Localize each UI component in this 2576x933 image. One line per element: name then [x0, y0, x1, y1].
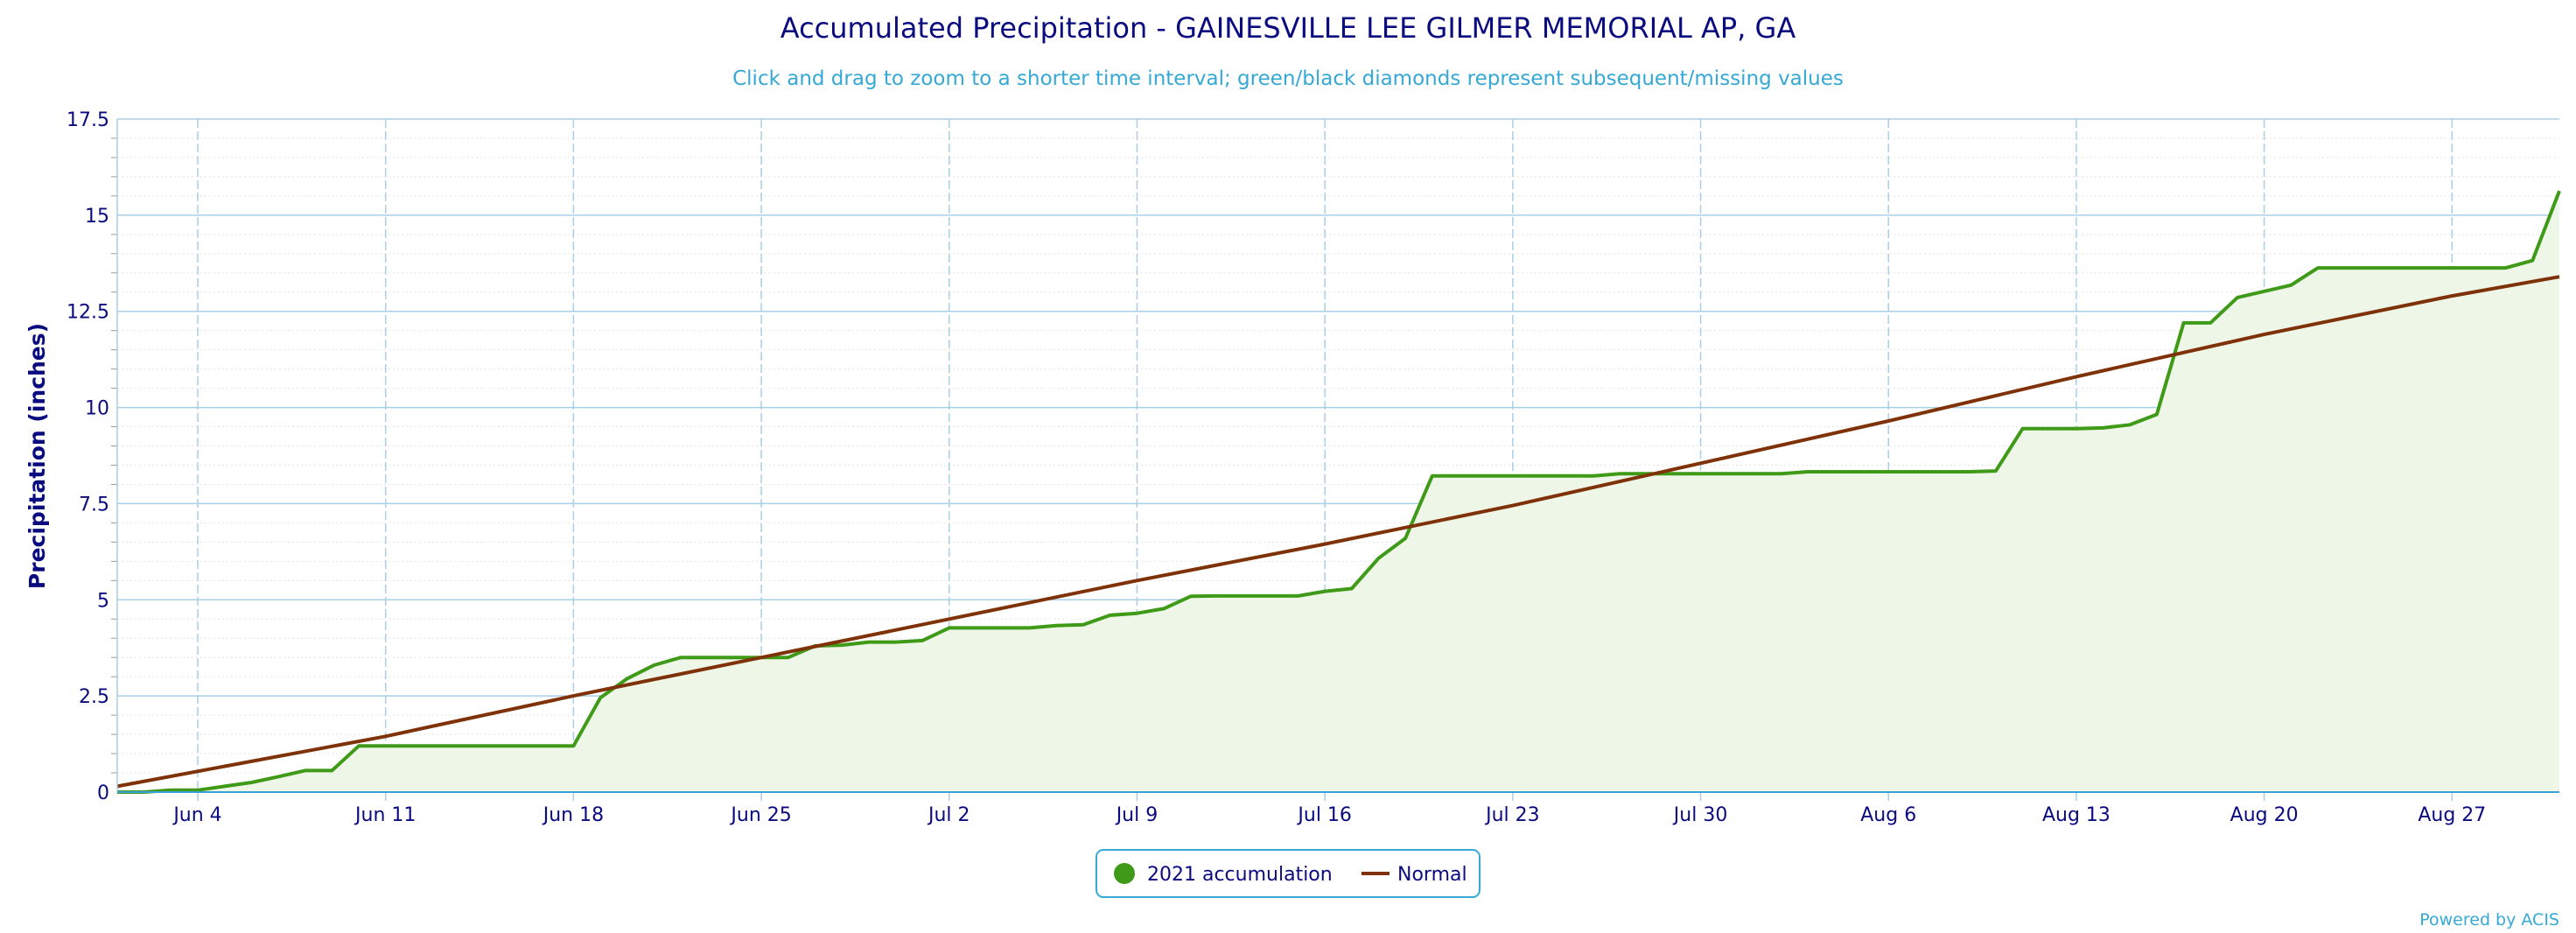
- y-tick-label: 7.5: [79, 494, 109, 516]
- y-tick-label: 15: [85, 206, 109, 228]
- y-tick-label: 2.5: [79, 686, 109, 708]
- accumulation-area: [117, 191, 2559, 792]
- y-axis-title: Precipitation (inches): [24, 323, 50, 589]
- x-tick-label: Jul 23: [1484, 804, 1540, 826]
- legend-item-normal[interactable]: Normal: [1362, 864, 1467, 886]
- x-tick-label: Jul 9: [1115, 804, 1158, 826]
- axes: 0 2.5 5 7.5 10 12.5 15 17.5 Jun 4 Jun 11 Jun 18 Jun…: [66, 109, 2559, 826]
- legend-box: [1096, 849, 1480, 898]
- x-tick-label: Aug 27: [2418, 804, 2486, 826]
- chart-title: Accumulated Precipitation - GAINESVILLE …: [780, 11, 1796, 45]
- x-tick-label: Jul 16: [1296, 804, 1352, 826]
- chart-subtitle: Click and drag to zoom to a shorter time…: [732, 67, 1844, 90]
- y-tick-label: 10: [85, 398, 109, 420]
- y-tick-label: 5: [97, 590, 109, 612]
- x-tick-label: Jun 18: [542, 804, 604, 826]
- x-tick-label: Jul 30: [1672, 804, 1728, 826]
- legend-label-accumulation: 2021 accumulation: [1147, 864, 1333, 886]
- x-tick-label: Jun 4: [172, 804, 221, 826]
- x-tick-label: Aug 13: [2042, 804, 2110, 826]
- credits-link[interactable]: Powered by ACIS: [2419, 910, 2559, 929]
- x-tick-label: Jul 2: [927, 804, 970, 826]
- legend[interactable]: 2021 accumulation Normal: [1096, 849, 1480, 898]
- accumulation-marker-icon: [1114, 863, 1135, 884]
- series-lines[interactable]: [116, 190, 2561, 794]
- legend-item-accumulation[interactable]: 2021 accumulation: [1114, 863, 1333, 886]
- y-tick-label: 0: [97, 782, 109, 804]
- x-tick-label: Aug 20: [2230, 804, 2299, 826]
- accumulation-line[interactable]: [117, 190, 2561, 794]
- x-tick-label: Aug 6: [1860, 804, 1916, 826]
- y-tick-label: 12.5: [66, 302, 109, 324]
- legend-label-normal: Normal: [1397, 864, 1467, 886]
- x-tick-label: Jun 11: [354, 804, 416, 826]
- accumulation-area-fill: [117, 191, 2559, 792]
- x-tick-label: Jun 25: [729, 804, 791, 826]
- y-tick-label: 17.5: [66, 109, 109, 131]
- normal-line[interactable]: [116, 275, 2560, 789]
